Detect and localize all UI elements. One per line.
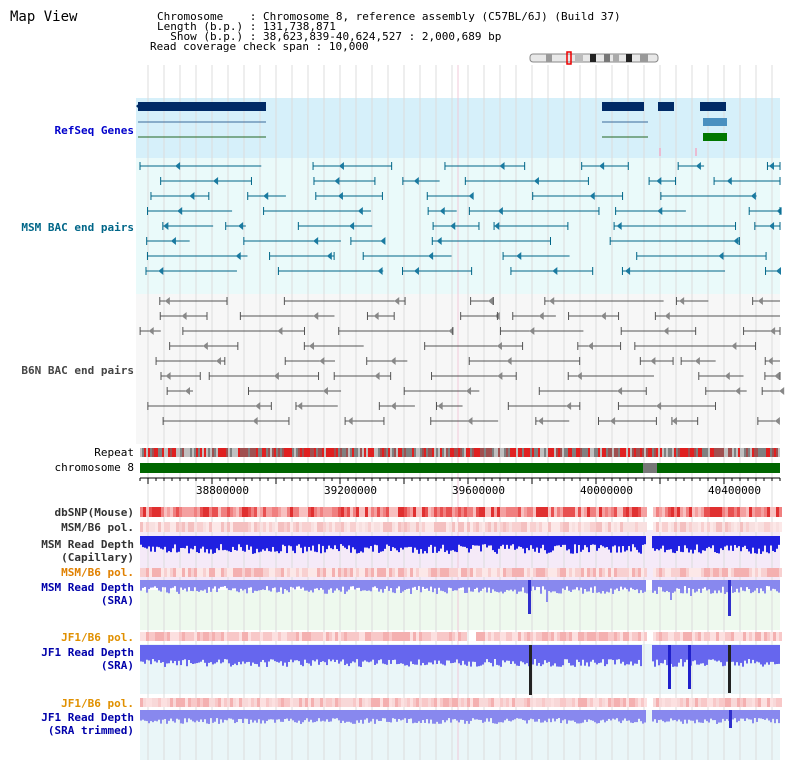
msm-depth-cap-line1: MSM Read Depth <box>41 538 134 551</box>
dbsnp-track[interactable] <box>140 507 782 517</box>
jf1-pol1-label[interactable]: JF1/B6 pol. <box>61 631 134 644</box>
jf1-pol2-label[interactable]: JF1/B6 pol. <box>61 697 134 710</box>
msm-pol-track-2[interactable] <box>140 568 782 577</box>
msm-bac-track[interactable] <box>139 162 782 275</box>
header-show-value: 38,623,839-40,624,527 : 2,000,689 bp <box>262 30 502 43</box>
header-chromosome-value: Chromosome 8, reference assembly (C57BL/… <box>262 10 621 23</box>
msm-depth-sra-bg <box>140 590 780 630</box>
jf1-depth-trim-line2: (SRA trimmed) <box>47 724 134 737</box>
header-show-row: Show (b.p.) : 38,623,839-40,624,527 : 2,… <box>157 30 502 43</box>
jf1-depth-sra-label[interactable]: JF1 Read Depth (SRA) <box>41 646 134 672</box>
jf1-depth-sra-line1: JF1 Read Depth <box>41 646 134 659</box>
msm-depth-sra-label[interactable]: MSM Read Depth (SRA) <box>41 581 134 607</box>
msm-depth-sra-track[interactable] <box>140 580 780 616</box>
axis-tick-label-1: 38800000 <box>196 484 249 497</box>
header-chromosome-row: Chromosome : Chromosome 8, reference ass… <box>157 10 621 23</box>
msm-depth-sra-line1: MSM Read Depth <box>41 581 134 594</box>
ideogram-highlight[interactable] <box>566 51 572 65</box>
msm-pol-track-1[interactable] <box>140 522 782 532</box>
header-length-value: 131,738,871 <box>262 20 336 33</box>
header-coverage-value: 10,000 <box>328 40 369 53</box>
jf1-depth-trim-line1: JF1 Read Depth <box>41 711 134 724</box>
jf1-pol-track-1[interactable] <box>140 632 782 641</box>
header-coverage-row: Read coverage check span : 10,000 <box>150 40 369 53</box>
repeat-track[interactable] <box>140 448 780 457</box>
header-length-row: Length (b.p.) : 131,738,871 <box>157 20 336 33</box>
map-view-title: Map View <box>10 9 78 25</box>
refseq-genes-track[interactable] <box>136 102 727 156</box>
header-show-label: Show (b.p.) <box>157 30 244 43</box>
chromosome-bar[interactable] <box>140 463 780 473</box>
axis-tick-label-4: 40000000 <box>580 484 633 497</box>
axis-tick-label-3: 39600000 <box>452 484 505 497</box>
jf1-depth-sra-track[interactable] <box>140 645 780 695</box>
msm-depth-cap-label[interactable]: MSM Read Depth (Capillary) <box>41 538 134 564</box>
jf1-pol-track-2[interactable] <box>140 698 782 707</box>
axis-tick-label-2: 39200000 <box>324 484 377 497</box>
coordinate-axis <box>139 477 781 484</box>
chromosome-label: chromosome 8 <box>54 461 134 474</box>
jf1-depth-sra-line2: (SRA) <box>100 659 134 672</box>
jf1-depth-trim-track[interactable] <box>140 710 780 728</box>
b6n-bac-track[interactable] <box>139 297 785 425</box>
msm-pol1-label[interactable]: MSM/B6 pol. <box>61 521 134 534</box>
jf1-depth-trim-label[interactable]: JF1 Read Depth (SRA trimmed) <box>41 711 134 737</box>
msm-pol2-label[interactable]: MSM/B6 pol. <box>61 566 134 579</box>
header-chromosome-label: Chromosome <box>157 10 244 23</box>
dbsnp-label[interactable]: dbSNP(Mouse) <box>54 506 134 519</box>
msm-depth-capillary-track[interactable] <box>140 536 780 554</box>
chromosome-ideogram <box>529 51 659 65</box>
repeat-label: Repeat <box>94 446 134 459</box>
axis-tick-label-5: 40400000 <box>708 484 761 497</box>
header-coverage-label: Read coverage check span <box>150 40 309 53</box>
b6n-bac-label[interactable]: B6N BAC end pairs <box>21 364 134 377</box>
msm-depth-sra-line2: (SRA) <box>100 594 134 607</box>
header-length-label: Length (b.p.) <box>157 20 244 33</box>
msm-depth-cap-line2: (Capillary) <box>61 551 134 564</box>
refseq-label[interactable]: RefSeq Genes <box>54 124 134 137</box>
msm-bac-label[interactable]: MSM BAC end pairs <box>21 221 134 234</box>
